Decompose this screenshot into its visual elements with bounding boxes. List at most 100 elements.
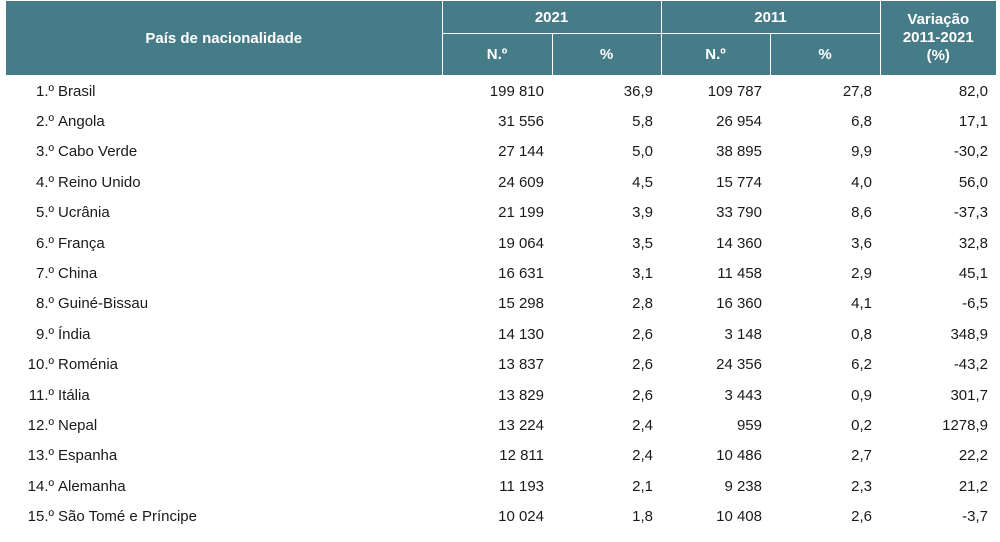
header-pct-2011: % xyxy=(769,33,881,76)
variation-cell: 301,7 xyxy=(950,386,989,404)
percent-2021-cell: 2,6 xyxy=(632,386,653,404)
variation-cell: -3,7 xyxy=(962,508,989,526)
count-2021-cell: 199 810 xyxy=(489,82,544,100)
country-cell: 1.º Brasil xyxy=(6,76,442,107)
count-2011-cell: 3 443 xyxy=(724,386,762,404)
percent-2011-cell: 0,9 xyxy=(851,386,873,404)
table-header: País de nacionalidade 2021 2011 Variação… xyxy=(6,0,997,76)
rank-label: 13.º xyxy=(27,447,54,465)
country-cell: 14.º Alemanha xyxy=(6,471,442,501)
variation-cell: 348,9 xyxy=(950,325,989,343)
table-row: 12.º Nepal 13 224 2,4 959 0,2 1278,9 xyxy=(6,410,996,440)
table-row: 13.º Espanha 12 811 2,4 10 486 2,7 22,2 xyxy=(6,441,996,471)
country-name: Espanha xyxy=(58,447,118,465)
table-row: 7.º China 16 631 3,1 11 458 2,9 45,1 xyxy=(6,258,996,288)
variation-cell: -6,5 xyxy=(962,295,989,313)
rank-label: 6.º xyxy=(36,234,54,252)
country-name: Alemanha xyxy=(58,477,126,495)
count-2021-cell: 13 837 xyxy=(498,356,544,374)
percent-2021-cell: 4,5 xyxy=(632,173,653,191)
variation-cell: 21,2 xyxy=(958,477,989,495)
country-name: Guiné-Bissau xyxy=(58,295,149,313)
percent-2011-cell: 4,0 xyxy=(851,173,873,191)
percent-2021-cell: 1,8 xyxy=(632,508,653,526)
country-cell: 9.º Índia xyxy=(6,319,442,349)
count-2011-cell: 3 148 xyxy=(724,325,762,343)
country-cell: 13.º Espanha xyxy=(6,441,442,471)
country-cell: 3.º Cabo Verde xyxy=(6,137,442,167)
percent-2021-cell: 5,0 xyxy=(632,143,653,161)
count-2011-cell: 10 408 xyxy=(716,508,762,526)
variation-cell: 56,0 xyxy=(958,173,989,191)
country-cell: 7.º China xyxy=(6,258,442,288)
country-cell: 2.º Angola xyxy=(6,106,442,136)
country-name: China xyxy=(58,265,98,283)
variation-cell: 45,1 xyxy=(958,265,989,283)
count-2011-cell: 16 360 xyxy=(716,295,762,313)
header-year-2021: 2021 xyxy=(441,0,662,34)
table-row: 14.º Alemanha 11 193 2,1 9 238 2,3 21,2 xyxy=(6,471,996,501)
rank-label: 8.º xyxy=(36,295,54,313)
header-pct-2021: % xyxy=(551,33,662,76)
count-2021-cell: 24 609 xyxy=(498,173,544,191)
percent-2011-cell: 2,3 xyxy=(851,477,873,495)
count-2021-cell: 14 130 xyxy=(498,325,544,343)
rank-label: 7.º xyxy=(36,265,54,283)
count-2021-cell: 13 224 xyxy=(498,416,544,434)
country-name: Cabo Verde xyxy=(58,143,138,161)
country-cell: 15.º São Tomé e Príncipe xyxy=(6,501,442,531)
rank-label: 9.º xyxy=(36,325,54,343)
variation-cell: 32,8 xyxy=(958,234,989,252)
table-row: 5.º Ucrânia 21 199 3,9 33 790 8,6 -37,3 xyxy=(6,198,996,228)
percent-2011-cell: 8,6 xyxy=(851,204,873,222)
table-row: 10.º Roménia 13 837 2,6 24 356 6,2 -43,2 xyxy=(6,350,996,380)
country-cell: 5.º Ucrânia xyxy=(6,198,442,228)
header-n-2011: N.º xyxy=(660,33,771,76)
count-2011-cell: 15 774 xyxy=(716,173,762,191)
country-name: Índia xyxy=(58,325,91,343)
count-2011-cell: 38 895 xyxy=(716,143,762,161)
variation-cell: 1278,9 xyxy=(942,416,989,434)
percent-2021-cell: 3,1 xyxy=(632,265,653,283)
count-2021-cell: 16 631 xyxy=(498,265,544,283)
count-2011-cell: 14 360 xyxy=(716,234,762,252)
rank-label: 5.º xyxy=(36,204,54,222)
variation-cell: 22,2 xyxy=(958,447,989,465)
rank-label: 15.º xyxy=(27,508,54,526)
rank-label: 2.º xyxy=(36,113,54,131)
count-2021-cell: 27 144 xyxy=(498,143,544,161)
country-cell: 11.º Itália xyxy=(6,380,442,410)
percent-2011-cell: 3,6 xyxy=(851,234,873,252)
count-2021-cell: 10 024 xyxy=(498,508,544,526)
variation-cell: -30,2 xyxy=(953,143,989,161)
percent-2011-cell: 9,9 xyxy=(851,143,873,161)
percent-2021-cell: 2,6 xyxy=(632,325,653,343)
rank-label: 4.º xyxy=(36,173,54,191)
percent-2011-cell: 27,8 xyxy=(842,82,873,100)
country-name: Reino Unido xyxy=(58,173,141,191)
count-2021-cell: 21 199 xyxy=(498,204,544,222)
nationality-table: País de nacionalidade 2021 2011 Variação… xyxy=(6,0,997,532)
percent-2021-cell: 2,4 xyxy=(632,416,653,434)
percent-2021-cell: 3,5 xyxy=(632,234,653,252)
count-2011-cell: 33 790 xyxy=(716,204,762,222)
variation-cell: 17,1 xyxy=(958,113,989,131)
count-2011-cell: 26 954 xyxy=(716,113,762,131)
count-2021-cell: 31 556 xyxy=(498,113,544,131)
table-row: 9.º Índia 14 130 2,6 3 148 0,8 348,9 xyxy=(6,319,996,349)
table-row: 1.º Brasil 199 810 36,9 109 787 27,8 82,0 xyxy=(6,76,996,107)
table-row: 8.º Guiné-Bissau 15 298 2,8 16 360 4,1 -6,5 xyxy=(6,289,996,319)
percent-2011-cell: 6,8 xyxy=(851,113,873,131)
country-cell: 12.º Nepal xyxy=(6,410,442,440)
header-variation-line3: (%) xyxy=(926,47,950,64)
variation-cell: -43,2 xyxy=(953,356,989,374)
count-2021-cell: 11 193 xyxy=(499,477,544,495)
header-n-2021: N.º xyxy=(441,33,553,76)
table-body: 1.º Brasil 199 810 36,9 109 787 27,8 82,0 2.º An… xyxy=(6,76,996,532)
percent-2021-cell: 5,8 xyxy=(632,113,653,131)
country-name: São Tomé e Príncipe xyxy=(58,508,197,526)
country-name: França xyxy=(58,234,105,252)
count-2021-cell: 15 298 xyxy=(498,295,544,313)
percent-2011-cell: 6,2 xyxy=(851,356,873,374)
count-2021-cell: 19 064 xyxy=(498,234,544,252)
